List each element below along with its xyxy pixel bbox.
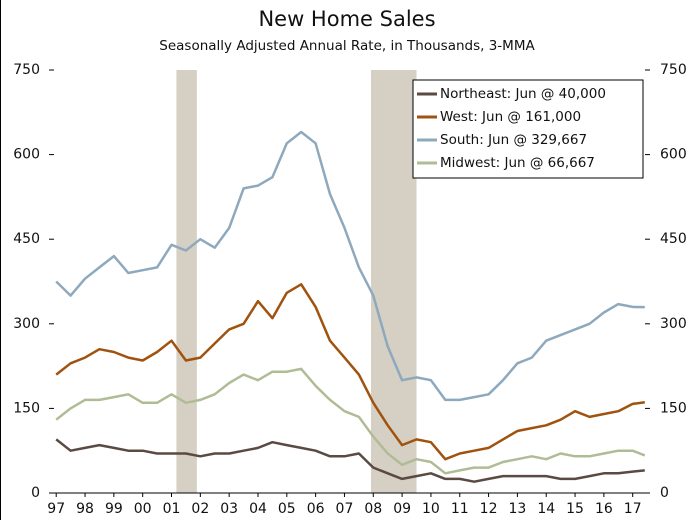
x-tick-label: 10	[422, 501, 440, 517]
x-tick-label: 03	[220, 501, 238, 517]
legend-label: Midwest: Jun @ 66,667	[440, 155, 595, 171]
recession-band	[370, 70, 417, 493]
y-tick-label: 450	[13, 231, 40, 247]
y2-tick-label: 600	[660, 147, 687, 163]
series-line	[55, 367, 646, 475]
x-tick-label: 98	[76, 501, 94, 517]
x-tick-label: 00	[134, 501, 152, 517]
x-tick-label: 07	[336, 501, 354, 517]
x-tick-label: 17	[624, 501, 642, 517]
y2-tick-label: 150	[660, 400, 687, 416]
x-tick-label: 16	[595, 501, 613, 517]
y-tick-label: 150	[13, 400, 40, 416]
legend-label: West: Jun @ 161,000	[440, 109, 581, 125]
x-tick-label: 97	[47, 501, 65, 517]
x-tick-label: 99	[105, 501, 123, 517]
x-tick-label: 11	[451, 501, 469, 517]
y-tick-label: 600	[13, 147, 40, 163]
x-tick-label: 06	[307, 501, 325, 517]
chart-subtitle: Seasonally Adjusted Annual Rate, in Thou…	[159, 38, 535, 54]
series-line	[55, 130, 645, 402]
series-line	[55, 438, 645, 483]
x-tick-label: 05	[278, 501, 296, 517]
x-tick-label: 02	[191, 501, 209, 517]
x-tick-label: 14	[537, 501, 555, 517]
x-tick-label: 08	[364, 501, 382, 517]
recession-band	[176, 70, 197, 493]
y2-tick-label: 0	[660, 485, 669, 501]
x-tick-label: 13	[508, 501, 526, 517]
x-tick-label: 12	[480, 501, 498, 517]
x-tick-label: 04	[249, 501, 267, 517]
x-tick-label: 09	[393, 501, 411, 517]
y-tick-label: 300	[13, 316, 40, 332]
y2-tick-label: 450	[660, 231, 687, 247]
legend-box	[412, 79, 644, 179]
y2-tick-label: 300	[660, 316, 687, 332]
y-tick-label: 0	[31, 485, 40, 501]
legend-label: South: Jun @ 329,667	[440, 132, 587, 148]
legend-label: Northeast: Jun @ 40,000	[440, 86, 606, 102]
legend: Northeast: Jun @ 40,000 West: Jun @ 161,0…	[412, 79, 644, 179]
y-tick-label: 750	[13, 62, 40, 78]
series-line	[55, 283, 645, 461]
y2-tick-label: 750	[660, 62, 687, 78]
x-tick-label: 15	[566, 501, 584, 517]
chart-title: New Home Sales	[258, 7, 435, 31]
x-tick-label: 01	[163, 501, 181, 517]
